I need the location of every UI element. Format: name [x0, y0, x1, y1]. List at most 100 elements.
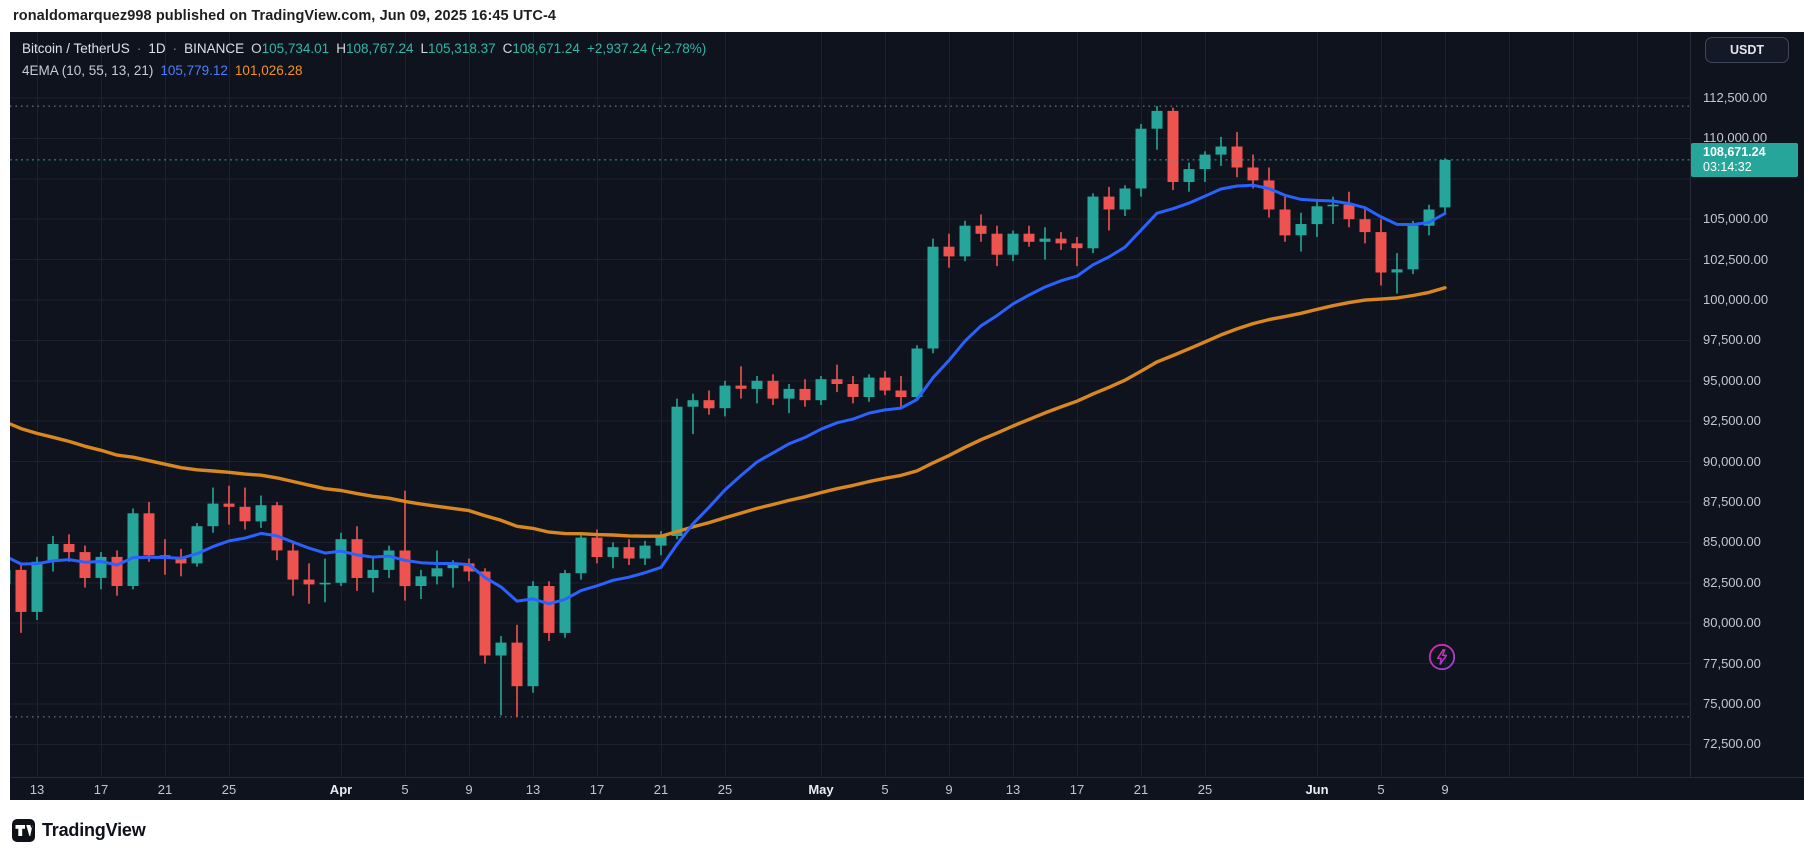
candle-down	[511, 642, 523, 687]
candle-down	[1055, 238, 1067, 244]
candle-down	[111, 556, 123, 586]
time-axis-label: 5	[881, 782, 889, 797]
candle-down	[1231, 146, 1243, 168]
time-axis-label: 9	[945, 782, 953, 797]
candle-up	[1215, 146, 1227, 155]
candle-up	[495, 642, 507, 656]
price-axis-label: 100,000.00	[1703, 292, 1769, 307]
ema-fast-line	[10, 183, 1447, 606]
time-axis-month-label: May	[808, 782, 834, 797]
candle-up	[1119, 188, 1131, 210]
candle-down	[591, 537, 603, 557]
ohlc-close: C108,671.24	[502, 41, 580, 56]
brand-name[interactable]: TradingView	[42, 819, 146, 840]
candle-up	[383, 550, 395, 570]
time-axis-label: 21	[157, 782, 173, 797]
price-axis-label: 92,500.00	[1703, 413, 1761, 428]
candle-up	[671, 406, 683, 536]
candle-up	[255, 505, 267, 522]
candle-up	[575, 537, 587, 574]
candle-down	[1103, 196, 1115, 210]
time-axis-label: 25	[221, 782, 237, 797]
price-axis-label: 97,500.00	[1703, 332, 1761, 347]
candle-up	[10, 569, 11, 585]
price-axis-label: 75,000.00	[1703, 696, 1761, 711]
indicator-label[interactable]: 4EMA (10, 55, 13, 21)	[22, 63, 154, 78]
price-axis-label: 90,000.00	[1703, 454, 1761, 469]
time-axis-label: 17	[589, 782, 605, 797]
candle-down	[1375, 232, 1387, 273]
tradingview-logo-icon[interactable]	[12, 818, 35, 842]
candle-down	[991, 233, 1003, 255]
candle-down	[623, 547, 635, 559]
candle-up	[95, 556, 107, 578]
candle-up	[1407, 225, 1419, 270]
candle-up	[639, 545, 651, 559]
price-axis[interactable]: USDT 108,671.24 03:14:32 112,500.00 110,0…	[1690, 32, 1804, 777]
exchange-label: BINANCE	[184, 41, 245, 56]
candle-up	[335, 539, 347, 583]
candle-down	[543, 586, 555, 633]
candle-up	[415, 576, 427, 586]
candle-down	[879, 377, 891, 391]
candle-down	[287, 550, 299, 580]
candle-down	[735, 385, 747, 389]
candle-up	[191, 526, 203, 564]
candle-up	[207, 503, 219, 527]
candle-up	[431, 568, 443, 577]
last-price-value: 108,671.24	[1703, 145, 1766, 159]
candle-down	[479, 571, 491, 656]
time-axis-label: 9	[465, 782, 473, 797]
time-axis[interactable]: 13 17 21 25 Apr 5 9 13 17 21 25 May 5 9 13 17 21 25 Jun 5 9	[10, 777, 1804, 800]
interval-label[interactable]: 1D	[148, 41, 166, 56]
price-axis-label: 95,000.00	[1703, 373, 1761, 388]
candle-up	[47, 544, 59, 562]
candle-up	[559, 573, 571, 633]
candle-down	[1247, 167, 1259, 181]
candle-up	[1151, 110, 1163, 129]
candle-up	[1039, 238, 1051, 242]
separator: ·	[172, 41, 178, 56]
candle-up	[527, 586, 539, 687]
price-axis-label: 80,000.00	[1703, 615, 1761, 630]
time-axis-label: 21	[1133, 782, 1149, 797]
time-axis-month-label: Apr	[329, 782, 353, 797]
price-axis-label: 105,000.00	[1703, 211, 1769, 226]
ema-slow-line	[10, 286, 1447, 538]
time-axis-label: 25	[717, 782, 733, 797]
symbol-title[interactable]: Bitcoin / TetherUS	[22, 41, 130, 56]
time-axis-label: 5	[401, 782, 409, 797]
candle-up	[751, 380, 763, 389]
candle-down	[175, 558, 187, 564]
candle-down	[1167, 110, 1179, 182]
time-axis-label: 13	[29, 782, 45, 797]
publish-attribution-bar: ronaldomarquez998 published on TradingVi…	[0, 0, 1814, 32]
candle-down	[303, 579, 315, 585]
price-axis-label: 110,000.00	[1703, 130, 1768, 145]
ema-fast-value: 105,779.12	[160, 63, 228, 78]
indicator-row: 4EMA (10, 55, 13, 21) 105,779.12 101,026…	[22, 61, 706, 80]
candle-up	[927, 246, 939, 349]
candle-up	[1423, 209, 1435, 226]
currency-toggle-button[interactable]: USDT	[1705, 37, 1789, 63]
price-axis-label: 72,500.00	[1703, 736, 1761, 751]
time-axis-month-label: Jun	[1305, 782, 1329, 797]
candle-down	[1343, 204, 1355, 220]
time-axis-label: 9	[1441, 782, 1449, 797]
publish-text: ronaldomarquez998 published on TradingVi…	[13, 8, 557, 24]
candle-down	[223, 503, 235, 507]
time-axis-label: 21	[653, 782, 669, 797]
candlestick-chart[interactable]	[10, 32, 1690, 777]
candle-up	[1391, 269, 1403, 273]
spark-boost-icon[interactable]	[1427, 642, 1457, 672]
chart-panel[interactable]: Bitcoin / TetherUS · 1D · BINANCE O105,7…	[10, 32, 1804, 800]
time-axis-label: 13	[525, 782, 541, 797]
ohlc-high: H108,767.24	[336, 41, 414, 56]
candle-down	[463, 563, 475, 572]
time-axis-label: 5	[1377, 782, 1385, 797]
candle-up	[1199, 154, 1211, 170]
candle-down	[1023, 233, 1035, 242]
candle-down	[975, 225, 987, 234]
candle-up	[607, 547, 619, 557]
candle-up	[863, 377, 875, 397]
